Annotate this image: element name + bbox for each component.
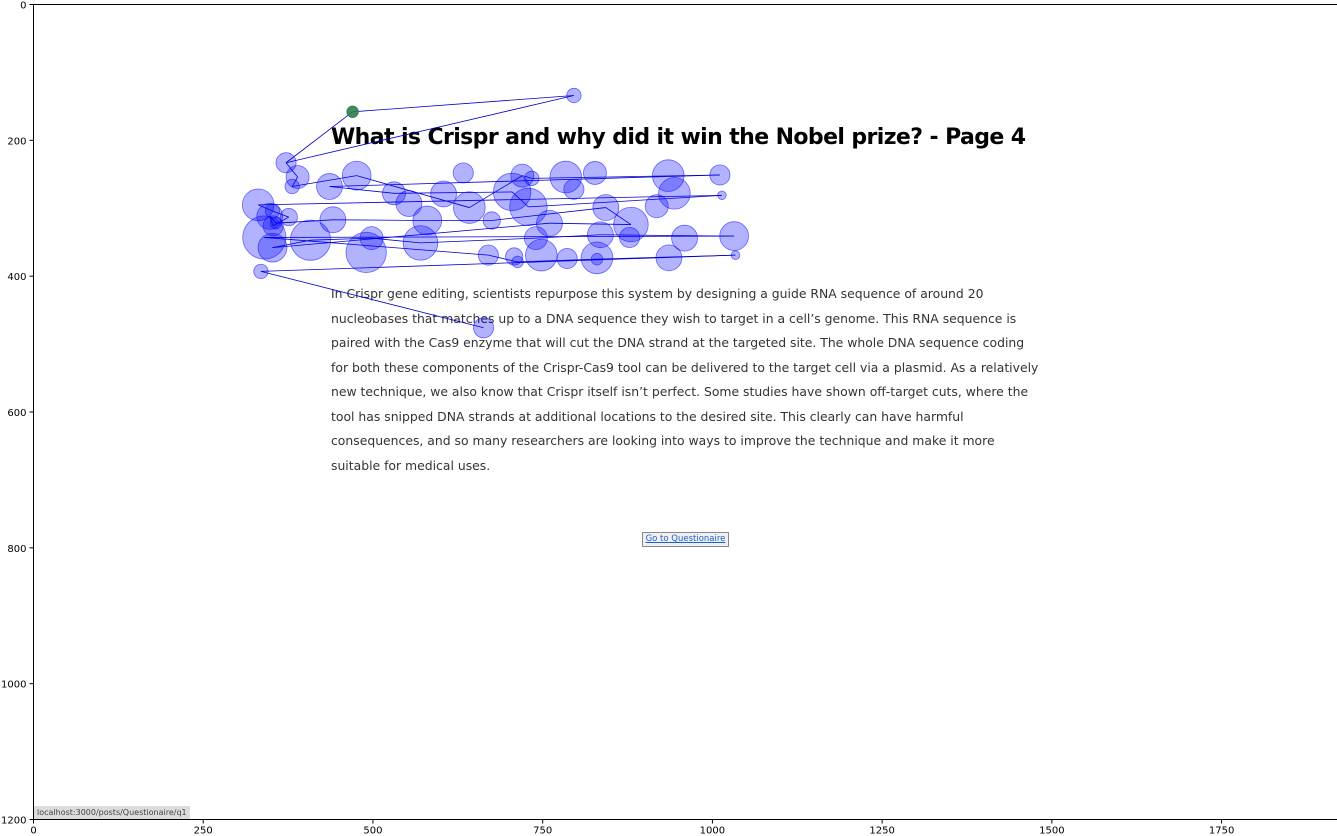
x-tick-label: 1750 [1209, 826, 1234, 836]
x-tick-label: 250 [194, 826, 213, 836]
x-axis-ticks: 0 250 500 750 1000 1250 1500 1750 [30, 819, 1234, 836]
x-tick-label: 1250 [869, 826, 894, 836]
page-title: What is Crispr and why did it win the No… [331, 125, 1026, 150]
status-bar-url: localhost:3000/posts/Questionaire/q1 [34, 806, 190, 819]
y-axis-ticks: 0 200 400 600 800 1000 1200 [1, 1, 34, 827]
y-tick-label: 800 [7, 544, 26, 555]
y-tick-label: 600 [7, 408, 26, 419]
x-tick-label: 1000 [700, 826, 725, 836]
y-tick-label: 1200 [1, 816, 26, 827]
x-tick-label: 750 [533, 826, 552, 836]
x-tick-label: 1500 [1039, 826, 1064, 836]
x-tick-label: 500 [363, 826, 382, 836]
y-tick-label: 0 [20, 1, 26, 12]
x-tick-label: 0 [30, 826, 36, 836]
y-tick-label: 1000 [1, 680, 26, 691]
y-tick-label: 400 [7, 272, 26, 283]
y-tick-label: 200 [7, 136, 26, 147]
article-body: In Crispr gene editing, scientists repur… [331, 286, 1039, 473]
questionaire-link-button[interactable]: Go to Questionaire [642, 532, 729, 547]
